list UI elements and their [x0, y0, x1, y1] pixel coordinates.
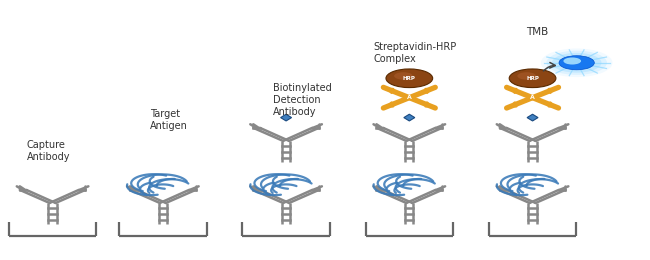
- Text: TMB: TMB: [526, 27, 549, 37]
- Circle shape: [552, 53, 601, 73]
- Text: Capture
Antibody: Capture Antibody: [27, 140, 70, 162]
- Polygon shape: [404, 114, 415, 121]
- Polygon shape: [527, 114, 538, 121]
- Circle shape: [541, 48, 612, 77]
- Circle shape: [386, 69, 433, 88]
- Text: A: A: [407, 95, 411, 100]
- Text: Biotinylated
Detection
Antibody: Biotinylated Detection Antibody: [273, 83, 332, 117]
- Text: Target
Antigen: Target Antigen: [150, 109, 188, 131]
- Circle shape: [509, 69, 556, 88]
- Polygon shape: [281, 114, 292, 121]
- Text: HRP: HRP: [526, 76, 539, 81]
- Circle shape: [547, 51, 607, 75]
- Text: A: A: [530, 95, 535, 100]
- Circle shape: [517, 72, 536, 80]
- Text: HRP: HRP: [403, 76, 416, 81]
- Circle shape: [559, 56, 594, 70]
- Circle shape: [564, 57, 581, 64]
- Circle shape: [394, 72, 413, 80]
- Text: Streptavidin-HRP
Complex: Streptavidin-HRP Complex: [374, 42, 457, 64]
